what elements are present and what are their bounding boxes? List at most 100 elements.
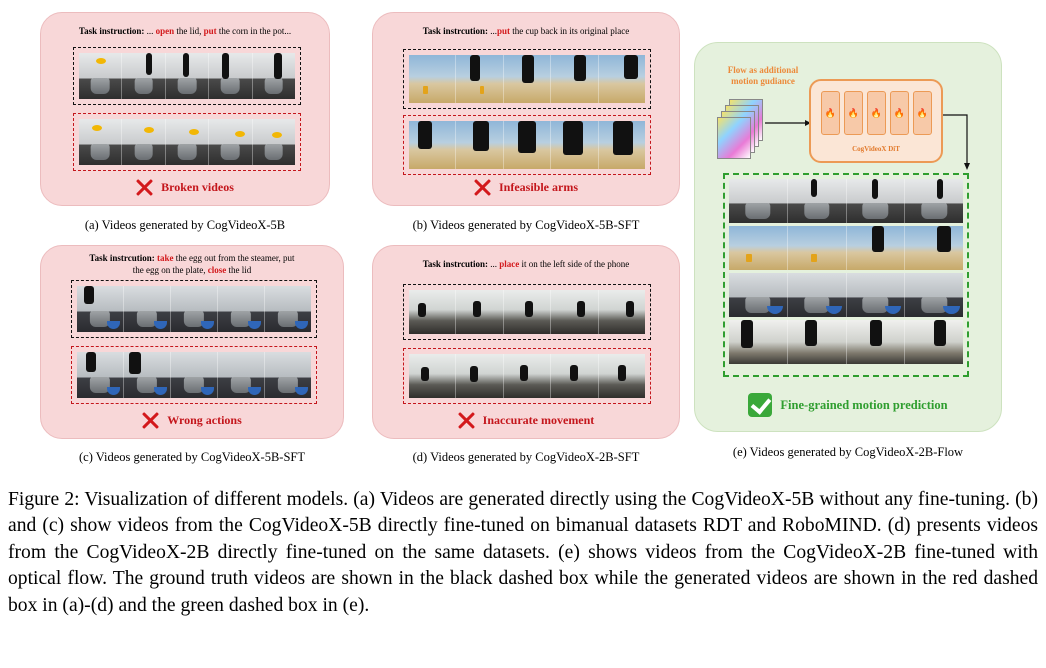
x-mark-icon [142,412,159,429]
video-frame [787,273,847,317]
video-frame [409,354,457,398]
video-frame [846,320,906,364]
video-frame [77,352,124,398]
video-frame [124,286,171,332]
video-frame [209,53,253,99]
video-frame [252,53,296,99]
video-frame [409,55,457,103]
video-frame [503,290,552,334]
video-frame [598,354,646,398]
generated-box-c [71,346,317,404]
video-frame [218,286,265,332]
video-frame [905,179,963,223]
flame-icon: 🔥 [890,91,909,135]
video-frame [503,354,552,398]
video-frame [729,273,788,317]
task-instruction-c: Task instrcution: take the egg out from … [89,253,295,275]
caption-a: (a) Videos generated by CogVideoX-5B [84,218,286,232]
video-frame [846,273,906,317]
ground-truth-box-c [71,280,317,338]
task-instruction-b: Task instrcution: ...put the cup back in… [422,26,630,36]
panel-e: Flow as additional motion gudiance 🔥 🔥 🔥… [694,42,1002,432]
video-frame [729,179,788,223]
video-frame [122,53,166,99]
caption-c: (c) Videos generated by CogVideoX-5B-SFT [78,450,305,464]
figure-caption: Figure 2: Visualization of different mod… [8,489,1038,616]
video-frame [79,53,123,99]
ground-truth-box-a [73,47,301,105]
cogvideox-dit-block: 🔥 🔥 🔥 🔥 🔥 CogVideoX DiT [809,79,943,163]
video-frame [171,352,218,398]
video-frame [409,290,457,334]
arrow-to-dit [765,114,970,170]
video-frame [409,121,457,169]
video-frame [905,320,963,364]
ground-truth-box-d [403,284,651,340]
video-frame [503,121,552,169]
dit-label: CogVideoX DiT [852,145,900,153]
generated-box-d [403,348,651,404]
video-frame [551,55,599,103]
generated-box-e [723,173,969,377]
x-mark-icon [474,179,491,196]
video-frame [209,119,253,165]
video-frame [787,226,847,270]
caption-d: (d) Videos generated by CogVideoX-2B-SFT [412,450,640,464]
video-frame [503,55,552,103]
video-frame [79,119,123,165]
video-frame [905,273,963,317]
caption-b: (b) Videos generated by CogVideoX-5B-SFT [412,218,640,232]
failure-label-a: Broken videos [41,179,329,196]
video-frame [252,119,296,165]
video-frame [122,119,166,165]
panel-b: Task instrcution: ...put the cup back in… [372,12,680,206]
video-frame [551,290,599,334]
video-frame [598,55,646,103]
flame-icon: 🔥 [867,91,886,135]
flame-icon: 🔥 [821,91,840,135]
video-frame [787,320,847,364]
failure-label-c: Wrong actions [41,412,343,429]
video-frame [846,179,906,223]
generated-box-a [73,113,301,171]
video-frame [729,226,788,270]
video-frame [265,352,311,398]
panel-d: Task instrcution: ... place it on the le… [372,245,680,439]
video-frame [171,286,218,332]
failure-label-d: Inaccurate movement [373,412,679,429]
video-frame [165,53,210,99]
video-frame [787,179,847,223]
task-instruction-a: Task instruction: ... open the lid, put … [78,26,292,36]
video-frame [124,352,171,398]
task-instruction-d: Task instrcution: ... place it on the le… [422,259,630,269]
video-frame [77,286,124,332]
check-mark-icon [748,393,773,417]
video-frame [598,121,646,169]
flame-icon: 🔥 [913,91,932,135]
x-mark-icon [136,179,153,196]
optical-flow-stack [717,99,765,159]
video-frame [456,354,504,398]
x-mark-icon [458,412,475,429]
video-frame [729,320,788,364]
video-frame [598,290,646,334]
video-frame [456,55,504,103]
flow-label: Flow as additional motion gudiance [727,65,799,86]
success-label-e: Fine-grained motion prediction [695,393,1001,417]
panel-a: Task instruction: ... open the lid, put … [40,12,330,206]
caption-e: (e) Videos generated by CogVideoX-2B-Flo… [732,445,964,459]
ground-truth-box-b [403,49,651,109]
video-frame [551,354,599,398]
video-frame [551,121,599,169]
flame-icon: 🔥 [844,91,863,135]
failure-label-b: Infeasible arms [373,179,679,196]
video-frame [456,290,504,334]
video-frame [846,226,906,270]
panel-c: Task instrcution: take the egg out from … [40,245,344,439]
video-frame [905,226,963,270]
video-frame [456,121,504,169]
video-frame [165,119,210,165]
video-frame [265,286,311,332]
generated-box-b [403,115,651,175]
video-frame [218,352,265,398]
